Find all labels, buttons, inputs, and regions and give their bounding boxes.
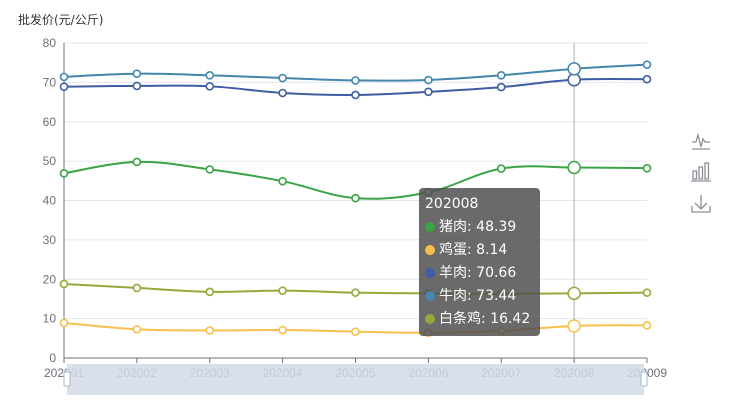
data-point xyxy=(59,82,69,92)
data-point xyxy=(59,169,69,178)
data-point xyxy=(132,69,142,79)
tooltip-value: 73.44 xyxy=(476,288,517,304)
data-point xyxy=(205,70,215,80)
data-point xyxy=(278,73,287,83)
tooltip-series-name: 鸡蛋 xyxy=(439,242,467,258)
tooltip-title: 202008 xyxy=(425,196,479,212)
y-tick-label: 50 xyxy=(43,154,57,168)
line-chart-icon[interactable] xyxy=(690,130,712,152)
data-point xyxy=(205,326,215,335)
series-marker-icon xyxy=(425,268,435,278)
tooltip-row: 牛肉: 73.44 xyxy=(425,285,534,308)
data-zoom-handle[interactable] xyxy=(63,371,71,387)
data-point xyxy=(567,319,581,333)
data-point xyxy=(278,88,287,98)
tooltip-value: 70.66 xyxy=(476,265,517,281)
tooltip-row: 猪肉: 48.39 xyxy=(425,216,534,239)
data-point xyxy=(567,62,581,76)
data-zoom-handle[interactable] xyxy=(640,371,648,387)
data-point xyxy=(567,160,581,175)
data-point xyxy=(132,81,142,91)
series-marker-icon xyxy=(425,245,435,255)
data-point xyxy=(351,90,360,100)
tooltip-value: 48.39 xyxy=(476,219,517,235)
tooltip-row: 鸡蛋: 8.14 xyxy=(425,239,534,262)
series-line xyxy=(59,318,652,338)
download-icon[interactable] xyxy=(690,193,712,215)
data-point xyxy=(424,87,433,97)
y-tick-label: 30 xyxy=(43,233,57,247)
tooltip-value: 16.42 xyxy=(490,311,531,327)
data-point xyxy=(205,82,215,91)
y-axis-ticks: 0 10 20 30 40 50 60 70 80 xyxy=(43,36,57,365)
tooltip-series-name: 羊肉 xyxy=(439,265,467,281)
data-zoom-range[interactable] xyxy=(67,364,644,395)
series-line xyxy=(59,157,652,203)
data-point xyxy=(642,74,652,84)
tooltip-series-name: 猪肉 xyxy=(439,219,467,235)
tooltip-row: 白条鸡: 16.42 xyxy=(425,308,534,331)
data-point xyxy=(59,279,69,289)
series-marker-icon xyxy=(425,291,435,301)
y-tick-label: 20 xyxy=(43,272,57,286)
y-axis-label: 批发价(元/公斤) xyxy=(18,12,103,27)
data-point xyxy=(278,286,287,295)
data-point xyxy=(132,324,142,334)
series-marker-icon xyxy=(425,222,435,232)
data-point xyxy=(59,72,69,82)
y-tick-label: 40 xyxy=(43,194,57,208)
data-point xyxy=(205,287,215,297)
data-point xyxy=(351,76,360,85)
series-marker-icon xyxy=(425,314,435,324)
data-point xyxy=(278,325,287,335)
series-line xyxy=(59,60,652,85)
data-point xyxy=(351,288,360,297)
bar-chart-icon[interactable] xyxy=(690,161,712,183)
series-line xyxy=(59,73,652,100)
data-point xyxy=(205,165,215,174)
tooltip-series-name: 白条鸡 xyxy=(439,311,481,327)
series-path xyxy=(63,160,648,200)
data-point xyxy=(642,321,652,330)
data-zoom-slider[interactable] xyxy=(63,364,648,395)
data-point xyxy=(132,157,142,167)
tooltip-value: 8.14 xyxy=(476,242,508,258)
data-point xyxy=(496,70,506,80)
series-line xyxy=(59,279,652,301)
y-tick-label: 80 xyxy=(43,36,57,50)
data-point xyxy=(567,286,581,301)
data-point xyxy=(496,164,506,173)
series xyxy=(59,60,652,338)
y-tick-label: 70 xyxy=(43,75,57,89)
data-point xyxy=(642,288,652,297)
data-point xyxy=(351,327,360,336)
y-tick-label: 10 xyxy=(43,312,57,326)
y-tick-label: 0 xyxy=(49,351,56,365)
data-point xyxy=(496,82,506,92)
data-point xyxy=(642,60,652,69)
data-point xyxy=(59,318,69,328)
data-point xyxy=(424,75,433,85)
data-point xyxy=(642,163,652,173)
data-point xyxy=(278,176,287,186)
data-point xyxy=(132,283,142,293)
tooltip-series-name: 牛肉 xyxy=(439,288,467,304)
data-point xyxy=(351,193,360,203)
tooltip-row: 羊肉: 70.66 xyxy=(425,262,534,285)
tooltip: 202008 猪肉: 48.39 鸡蛋: 8.14 羊肉: 70.66 牛肉: … xyxy=(419,188,540,336)
y-tick-label: 60 xyxy=(43,115,57,129)
